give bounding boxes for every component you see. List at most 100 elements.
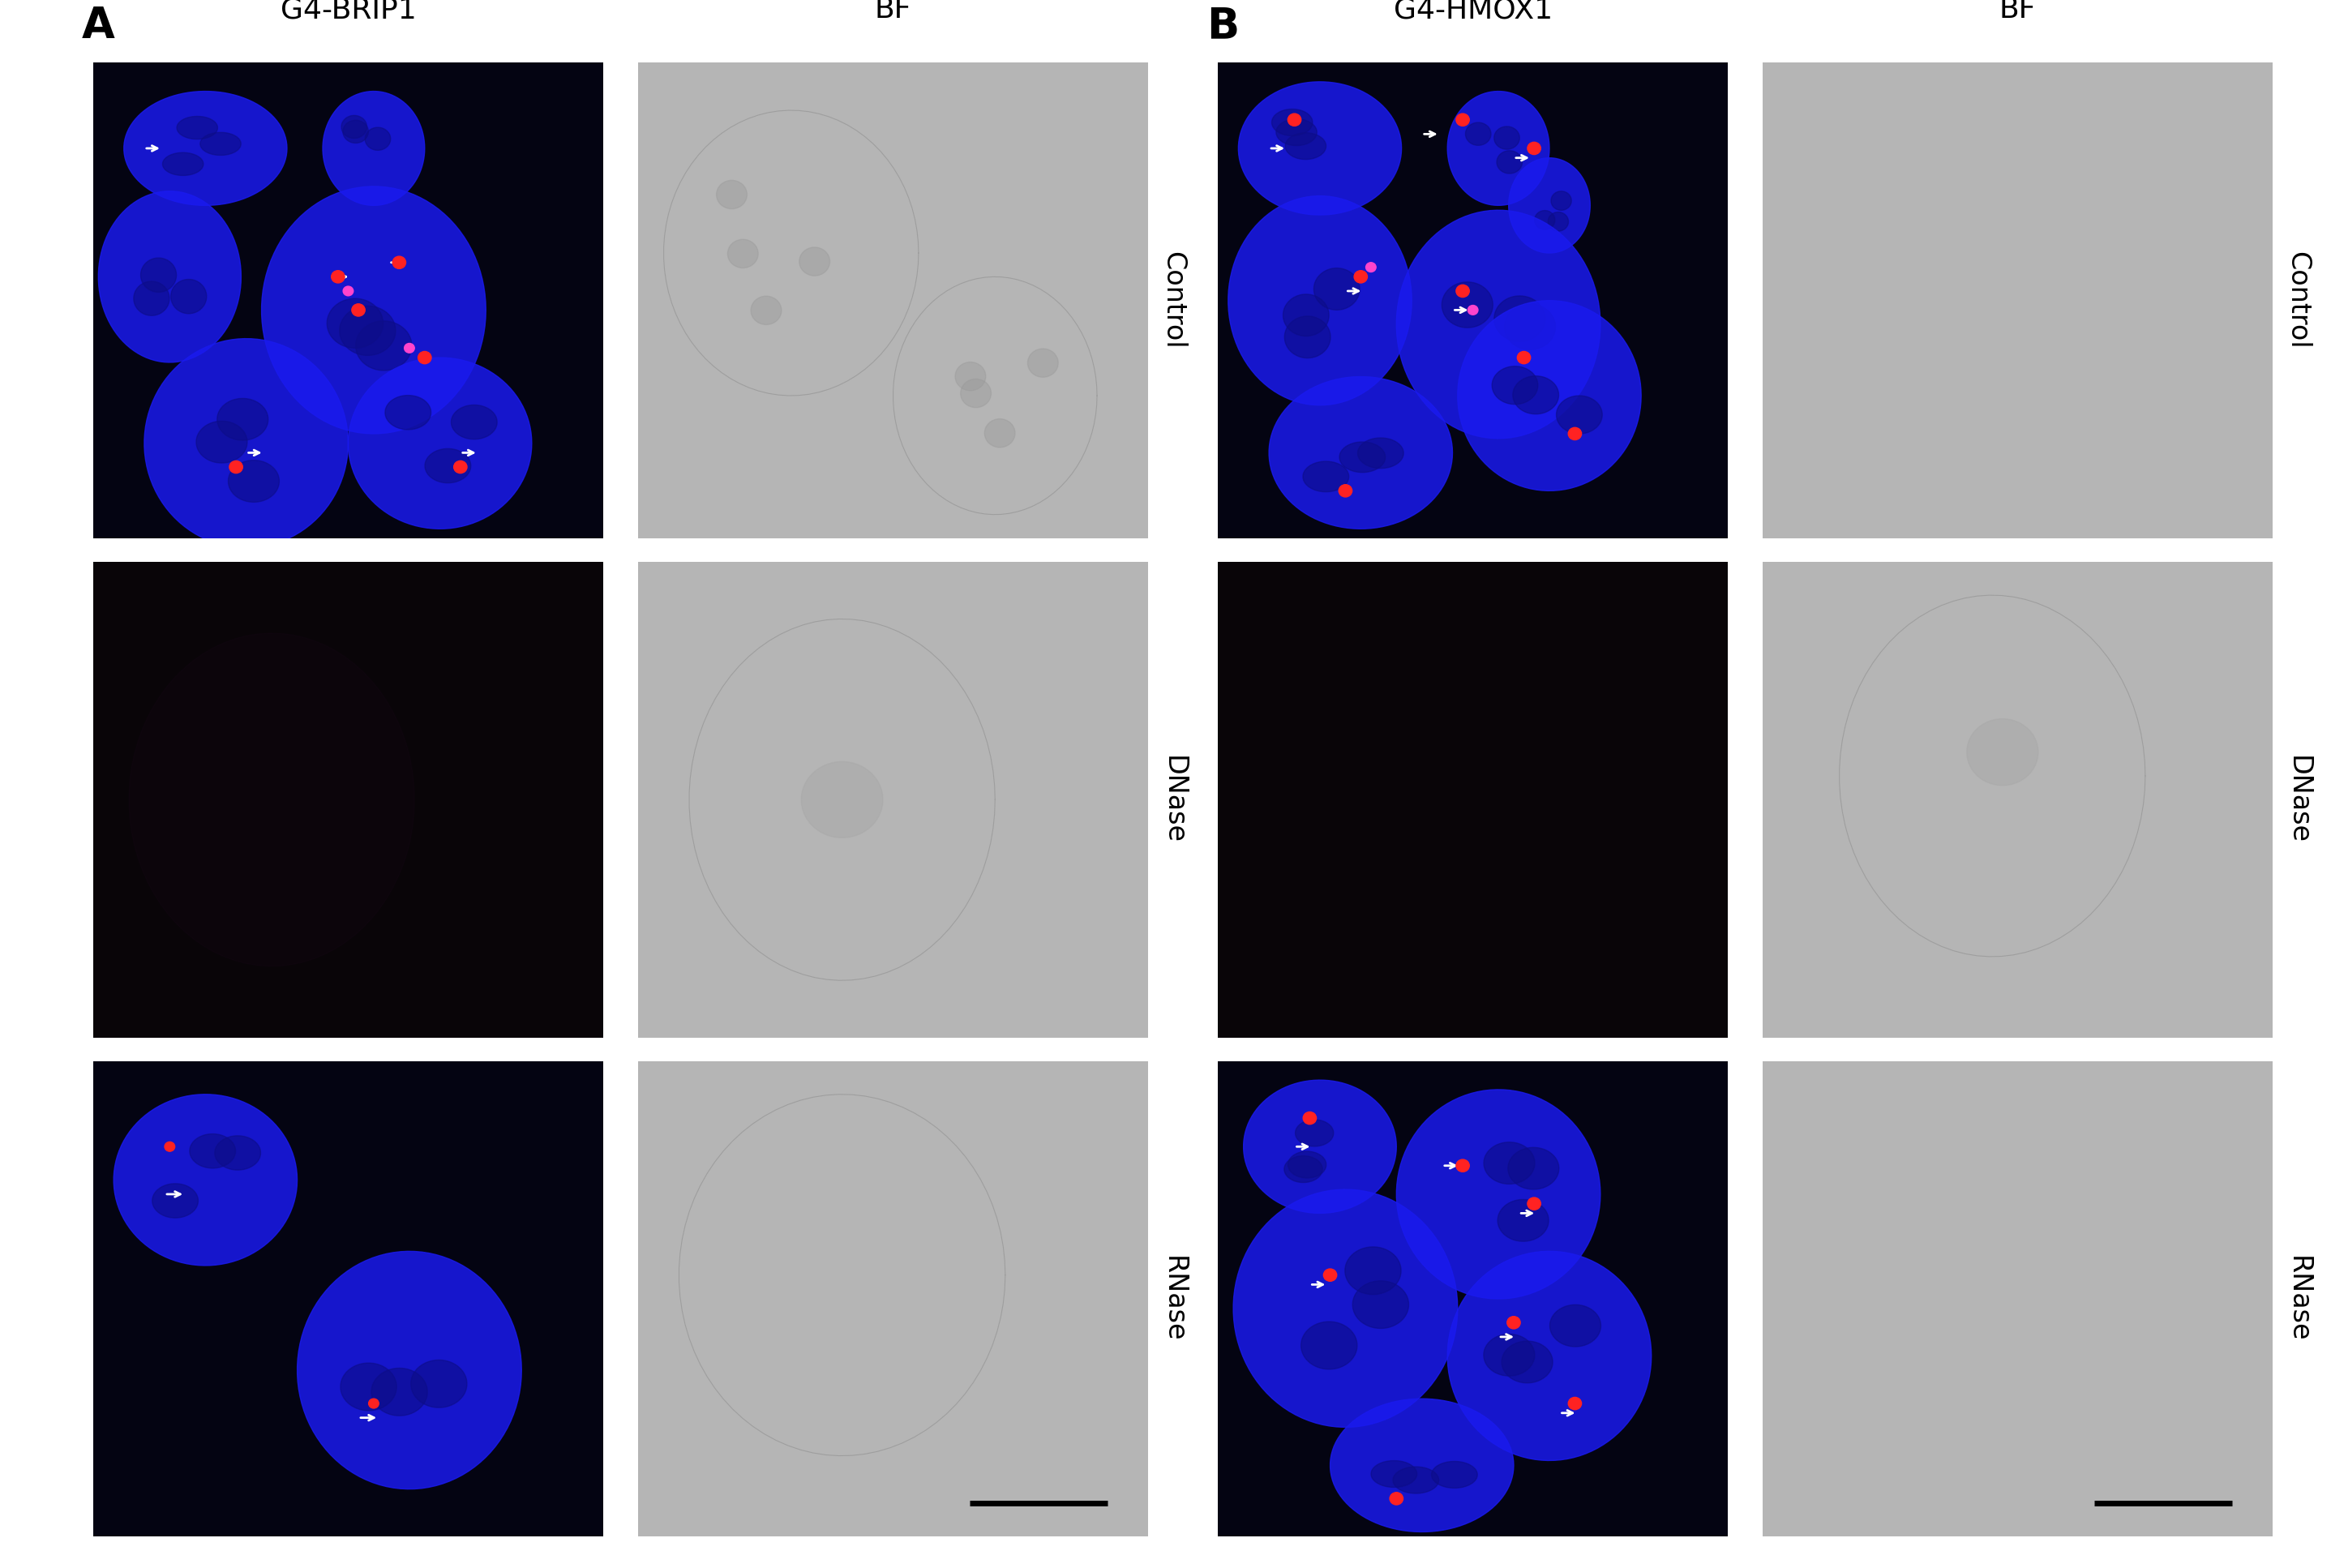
Text: DNase: DNase [2284,756,2310,844]
Circle shape [1028,348,1058,378]
Polygon shape [424,448,471,483]
Polygon shape [1268,376,1452,528]
Circle shape [1527,1198,1541,1210]
Polygon shape [347,358,531,528]
Circle shape [1508,1317,1520,1328]
Polygon shape [343,121,368,143]
Polygon shape [228,461,280,502]
Polygon shape [1242,1080,1396,1214]
Polygon shape [261,187,485,434]
Circle shape [716,180,746,209]
Circle shape [800,248,830,276]
Circle shape [1527,143,1541,155]
Circle shape [1569,1397,1580,1410]
Circle shape [802,762,883,837]
Polygon shape [1394,1466,1438,1493]
Circle shape [960,379,991,408]
Text: G4-BRIP1: G4-BRIP1 [280,0,417,24]
Polygon shape [133,281,170,315]
Text: G4-HMOX1: G4-HMOX1 [1394,0,1552,24]
Circle shape [1366,262,1375,271]
Polygon shape [152,1184,198,1218]
Polygon shape [189,1134,235,1168]
Polygon shape [340,1363,396,1411]
Polygon shape [214,1135,261,1170]
Polygon shape [1301,1322,1357,1369]
Polygon shape [1494,296,1545,342]
Circle shape [392,256,406,268]
Polygon shape [1494,127,1520,149]
Polygon shape [1284,1156,1322,1182]
Polygon shape [1501,1341,1552,1383]
Circle shape [727,240,758,268]
Circle shape [1457,285,1469,298]
Polygon shape [366,127,392,151]
Polygon shape [1497,151,1522,174]
Polygon shape [1371,1461,1417,1488]
Polygon shape [217,398,268,441]
Polygon shape [1550,191,1571,210]
Circle shape [1287,113,1301,125]
Polygon shape [1233,1190,1457,1427]
Polygon shape [1289,1151,1326,1178]
Polygon shape [177,116,217,140]
Circle shape [417,351,431,364]
Polygon shape [1443,282,1492,328]
Polygon shape [1345,1247,1401,1295]
Text: A: A [82,5,114,47]
Polygon shape [410,1359,466,1408]
Circle shape [1517,351,1531,364]
Text: Control: Control [2284,251,2310,350]
Circle shape [228,461,242,474]
Polygon shape [1492,367,1538,405]
Polygon shape [1396,1090,1601,1298]
Circle shape [352,304,366,317]
Polygon shape [1238,82,1401,215]
Text: Control: Control [1159,251,1186,350]
Circle shape [1303,1112,1317,1124]
Polygon shape [1448,91,1550,205]
Circle shape [1354,271,1368,282]
Polygon shape [1548,212,1569,230]
Polygon shape [1431,1461,1478,1488]
Circle shape [455,461,466,474]
Polygon shape [1508,158,1590,252]
Polygon shape [385,395,431,430]
Circle shape [1569,428,1580,441]
Circle shape [956,362,986,390]
Polygon shape [1513,376,1559,414]
Circle shape [984,419,1014,447]
Circle shape [368,1399,378,1408]
Polygon shape [200,132,240,155]
Polygon shape [1282,295,1329,336]
Polygon shape [1357,437,1403,469]
Circle shape [343,287,354,296]
Polygon shape [1485,1142,1534,1184]
Polygon shape [1284,317,1331,358]
Circle shape [1389,1493,1403,1505]
Polygon shape [322,91,424,205]
Circle shape [1469,306,1478,315]
Polygon shape [1466,122,1492,146]
Polygon shape [340,116,366,138]
Text: B: B [1207,5,1240,47]
Polygon shape [1396,210,1601,439]
Polygon shape [124,91,287,205]
Circle shape [166,1142,175,1151]
Circle shape [1338,485,1352,497]
Polygon shape [1499,1200,1548,1242]
Polygon shape [1228,196,1413,405]
Text: RNase: RNase [1159,1256,1186,1342]
Polygon shape [1331,1399,1513,1532]
Polygon shape [1457,301,1641,491]
Polygon shape [357,321,413,370]
Polygon shape [98,191,240,362]
Circle shape [751,296,781,325]
Polygon shape [163,152,203,176]
Polygon shape [1557,395,1601,434]
Circle shape [403,343,415,353]
Polygon shape [1448,1251,1650,1460]
Text: BF: BF [874,0,911,24]
Circle shape [1324,1269,1336,1281]
Polygon shape [1483,1334,1534,1377]
